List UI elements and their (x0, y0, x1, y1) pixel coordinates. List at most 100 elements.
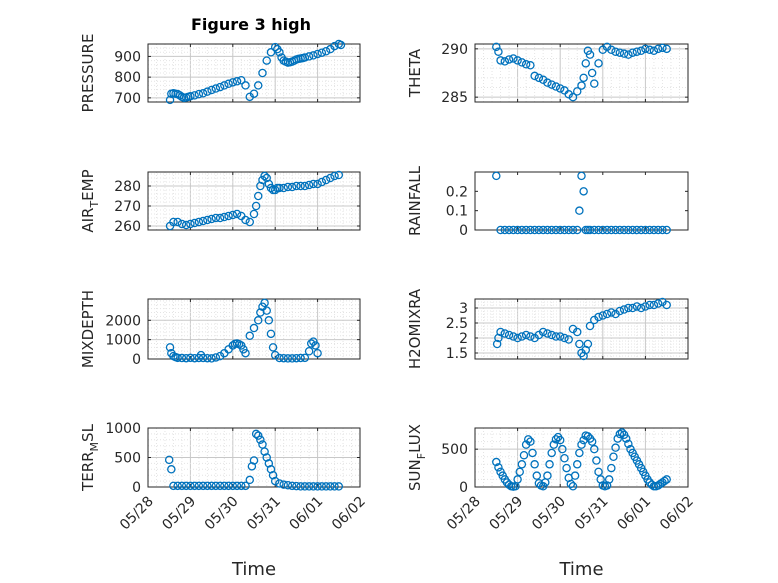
data-point (585, 321, 595, 331)
data-point (653, 44, 663, 54)
data-point (572, 460, 582, 469)
data-point (592, 456, 601, 465)
data-point (517, 332, 527, 341)
data-point (249, 323, 259, 333)
data-point (492, 171, 501, 181)
data-point (607, 45, 616, 55)
y-tick-label: 500 (114, 451, 141, 467)
data-point (492, 457, 501, 467)
data-point (258, 68, 267, 78)
data-point (496, 225, 505, 235)
plot-area (475, 44, 688, 102)
data-point (228, 210, 238, 220)
y-axis-label: PRESSURE (79, 34, 97, 113)
data-point (260, 171, 269, 181)
x-tick-label: 06/02 (657, 494, 697, 534)
data-point (207, 85, 216, 95)
data-point (194, 89, 204, 99)
data-point (660, 476, 669, 486)
data-point (583, 339, 593, 349)
data-point (190, 218, 199, 228)
data-point (241, 348, 250, 358)
data-point (330, 482, 339, 491)
data-point (524, 435, 533, 444)
data-point (224, 79, 233, 89)
data-point (181, 481, 191, 491)
data-point (658, 43, 667, 53)
data-point (521, 225, 531, 235)
data-point (543, 471, 552, 480)
data-point (526, 225, 535, 235)
data-point (572, 87, 582, 96)
data-point (262, 56, 271, 65)
y-tick-label: 1.5 (446, 346, 468, 362)
y-tick-label: 0.2 (446, 184, 468, 200)
data-point (607, 308, 616, 317)
data-point (309, 482, 318, 491)
x-tick-label: 06/02 (329, 494, 369, 534)
data-point (177, 219, 187, 229)
data-point (186, 481, 195, 491)
y-axis-label: RAINFALL (406, 165, 424, 236)
data-point (300, 53, 310, 62)
y-tick-label: 270 (114, 199, 141, 215)
data-series (492, 297, 671, 361)
data-point (220, 81, 229, 90)
data-point (607, 463, 616, 473)
data-point (167, 465, 176, 474)
data-point (500, 225, 510, 235)
data-point (237, 481, 246, 491)
data-point (519, 450, 529, 460)
y-tick-label: 290 (441, 42, 468, 58)
data-point (203, 353, 212, 363)
data-point (636, 46, 646, 56)
data-point (513, 56, 522, 65)
data-point (645, 225, 654, 235)
y-tick-label: 2.5 (446, 316, 468, 332)
y-tick-label: 0 (132, 480, 141, 496)
data-point (275, 353, 284, 363)
data-point (270, 476, 280, 486)
data-point (645, 45, 654, 55)
data-point (283, 354, 293, 363)
data-point (568, 92, 578, 102)
grid-lines (474, 44, 689, 102)
data-point (658, 225, 667, 235)
data-point (615, 429, 625, 439)
data-point (641, 44, 650, 54)
data-point (268, 343, 278, 352)
data-point (551, 82, 561, 91)
data-point (547, 330, 556, 340)
data-point (253, 431, 263, 440)
data-point (547, 448, 556, 458)
data-point (321, 482, 331, 491)
x-tick-label: 05/30 (529, 494, 569, 534)
data-point (551, 225, 561, 235)
data-series (165, 298, 322, 363)
data-point (232, 481, 242, 491)
data-point (504, 55, 514, 64)
data-point (641, 225, 650, 235)
data-point (628, 225, 637, 235)
data-point (283, 480, 293, 490)
x-tick-label: 05/31 (572, 494, 612, 534)
data-point (598, 311, 608, 320)
x-tick-label: 05/29 (159, 494, 199, 534)
data-point (538, 225, 548, 235)
data-point (220, 212, 229, 222)
data-point (228, 481, 238, 491)
data-point (258, 175, 267, 185)
data-point (496, 56, 505, 65)
y-tick-label: 800 (114, 70, 141, 86)
data-point (321, 47, 331, 56)
data-point (575, 339, 584, 349)
data-point (287, 481, 297, 491)
data-point (564, 225, 573, 235)
data-point (304, 482, 314, 491)
data-point (619, 49, 629, 58)
data-point (564, 335, 573, 344)
data-point (587, 68, 597, 78)
y-tick-label: 500 (441, 442, 468, 458)
data-point (260, 298, 269, 308)
